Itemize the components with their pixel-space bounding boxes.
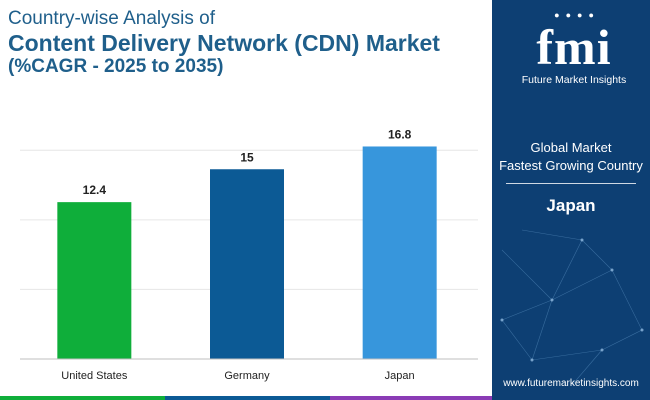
chart-title: Country-wise Analysis of Content Deliver… [8, 8, 440, 78]
bar-chart: 12.4 United States 15 Germany 16.8 Japan [20, 127, 478, 382]
bar-united-states [57, 202, 132, 359]
bar-germany [210, 169, 284, 359]
data-label: 16.8 [388, 127, 412, 141]
footer-strip-segment [165, 396, 330, 400]
logo-subtitle: Future Market Insights [521, 74, 627, 86]
globe-icon: ● [565, 10, 571, 20]
chart-icon: ● [577, 10, 583, 20]
x-tick-label: Germany [224, 370, 270, 382]
title-line-3: (%CAGR - 2025 to 2035) [8, 56, 224, 78]
global-market-label: Global Market [530, 140, 612, 155]
data-label: 12.4 [83, 183, 107, 197]
fmi-logo: ● ● ● ● fmi Future Market Insights [514, 10, 634, 86]
fastest-growing-label: Fastest Growing Country [499, 158, 643, 173]
title-line-1: Country-wise Analysis of [8, 8, 215, 29]
bar-japan [362, 146, 437, 359]
title-line-2: Content Delivery Network (CDN) Market [8, 29, 440, 56]
sidebar-divider [506, 183, 636, 184]
people-icon: ● [554, 10, 560, 20]
fastest-growing-country: Japan [546, 196, 596, 215]
logo-mark: fmi [536, 19, 612, 75]
network-pattern [500, 229, 644, 386]
website-url[interactable]: www.futuremarketinsights.com [503, 378, 639, 389]
x-tick-label: Japan [385, 370, 415, 382]
logo-icons: ● ● ● ● [514, 10, 634, 20]
sidebar-panel: ● ● ● ● fmi Future Market Insights Globa… [492, 0, 650, 400]
x-tick-label: United States [61, 370, 128, 382]
gear-icon: ● [588, 10, 594, 20]
footer-strip-segment [0, 396, 165, 400]
data-label: 15 [240, 150, 254, 164]
footer-strip-segment [330, 396, 492, 400]
footer-color-strip [0, 396, 492, 400]
